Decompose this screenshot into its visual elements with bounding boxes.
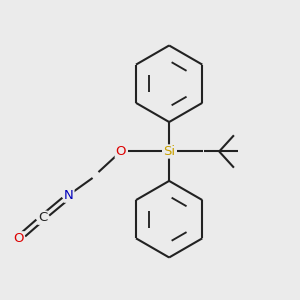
Text: O: O [14,232,24,245]
Text: Si: Si [163,145,175,158]
Text: O: O [115,145,126,158]
Text: C: C [38,211,47,224]
Text: N: N [64,189,74,202]
